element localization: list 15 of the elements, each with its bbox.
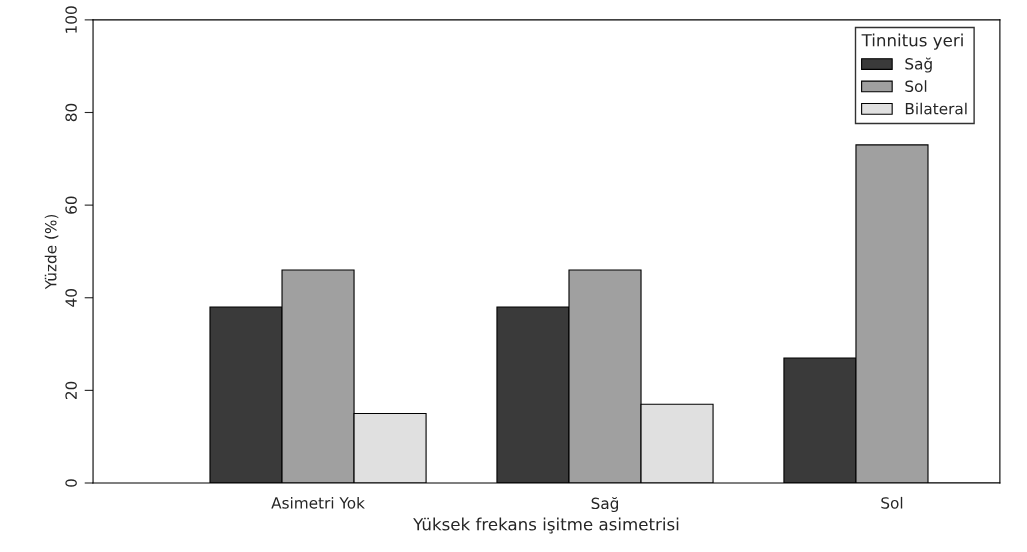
legend-label: Bilateral: [905, 102, 967, 115]
y-tick-label: 40: [65, 289, 77, 307]
y-tick-label: 80: [65, 103, 77, 122]
x-tick-label: Asimetri Yok: [271, 496, 365, 509]
y-tick-label: 20: [65, 381, 77, 399]
x-tick-label: Sol: [881, 496, 903, 509]
legend-label: Sol: [905, 80, 927, 93]
x-axis-title: Yüksek frekans işitme asimetrisi: [413, 517, 679, 534]
y-axis-title: Yüzde (%): [44, 214, 59, 290]
legend-label: Sağ: [905, 57, 932, 73]
x-tick-label: Sağ: [591, 496, 618, 513]
legend-title: Tinnitus yeri: [861, 33, 963, 50]
y-tick-label: 100: [65, 6, 77, 33]
y-tick-label: 0: [65, 479, 77, 487]
y-tick-label: 60: [65, 196, 77, 214]
